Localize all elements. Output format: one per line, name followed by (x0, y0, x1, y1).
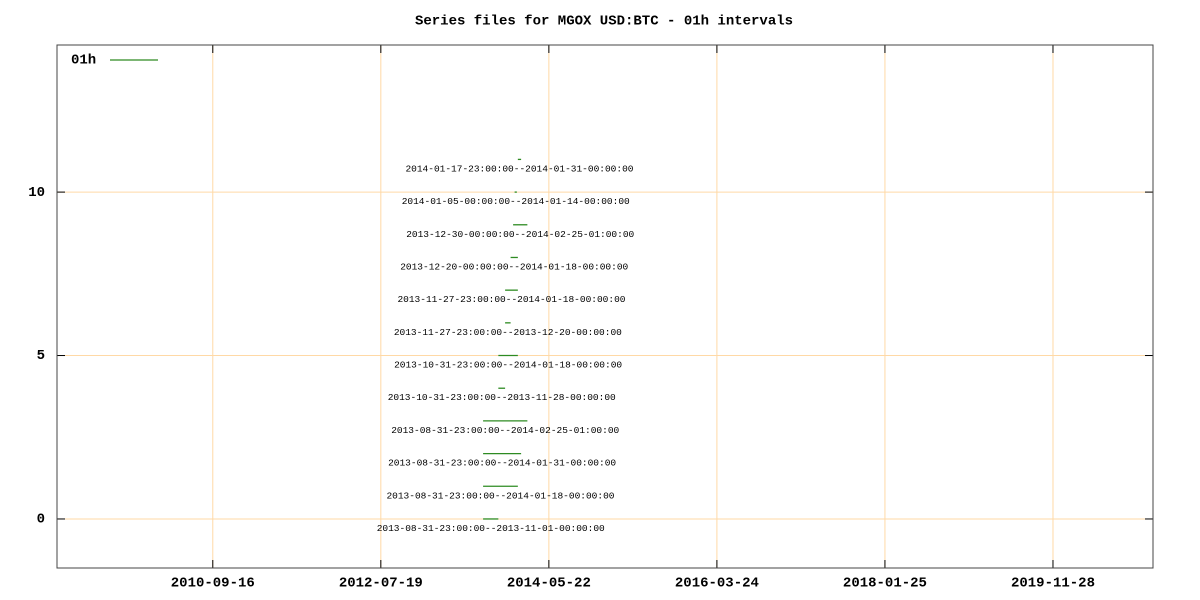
range-label: 2013-08-31-23:00:00--2014-01-18-00:00:00 (386, 490, 614, 501)
range-label: 2013-10-31-23:00:00--2014-01-18-00:00:00 (394, 360, 622, 371)
range-label: 2013-10-31-23:00:00--2013-11-28-00:00:00 (388, 392, 616, 403)
x-tick-label: 2012-07-19 (339, 576, 423, 592)
range-label: 2013-12-20-00:00:00--2014-01-18-00:00:00 (400, 261, 628, 272)
plot-frame (56, 44, 1154, 569)
range-label: 2014-01-17-23:00:00--2014-01-31-00:00:00 (405, 163, 633, 174)
range-label: 2013-08-31-23:00:00--2014-02-25-01:00:00 (391, 425, 619, 436)
y-tick-label: 10 (28, 185, 45, 201)
chart-title: Series files for MGOX USD:BTC - 01h inte… (415, 14, 793, 30)
y-tick-label: 0 (37, 512, 45, 528)
range-label: 2013-11-27-23:00:00--2014-01-18-00:00:00 (397, 294, 625, 305)
range-label: 2014-01-05-00:00:00--2014-01-14-00:00:00 (402, 196, 630, 207)
x-tick-label: 2019-11-28 (1011, 576, 1095, 592)
x-tick-label: 2018-01-25 (843, 576, 927, 592)
y-tick-label: 5 (37, 348, 45, 364)
x-tick-label: 2016-03-24 (675, 576, 759, 592)
range-label: 2013-12-30-00:00:00--2014-02-25-01:00:00 (406, 229, 634, 240)
x-tick-label: 2010-09-16 (171, 576, 255, 592)
x-tick-label: 2014-05-22 (507, 576, 591, 592)
range-label: 2013-08-31-23:00:00--2013-11-01-00:00:00 (377, 523, 605, 534)
range-label: 2013-11-27-23:00:00--2013-12-20-00:00:00 (394, 327, 622, 338)
legend-label: 01h (71, 53, 96, 69)
range-label: 2013-08-31-23:00:00--2014-01-31-00:00:00 (388, 458, 616, 469)
